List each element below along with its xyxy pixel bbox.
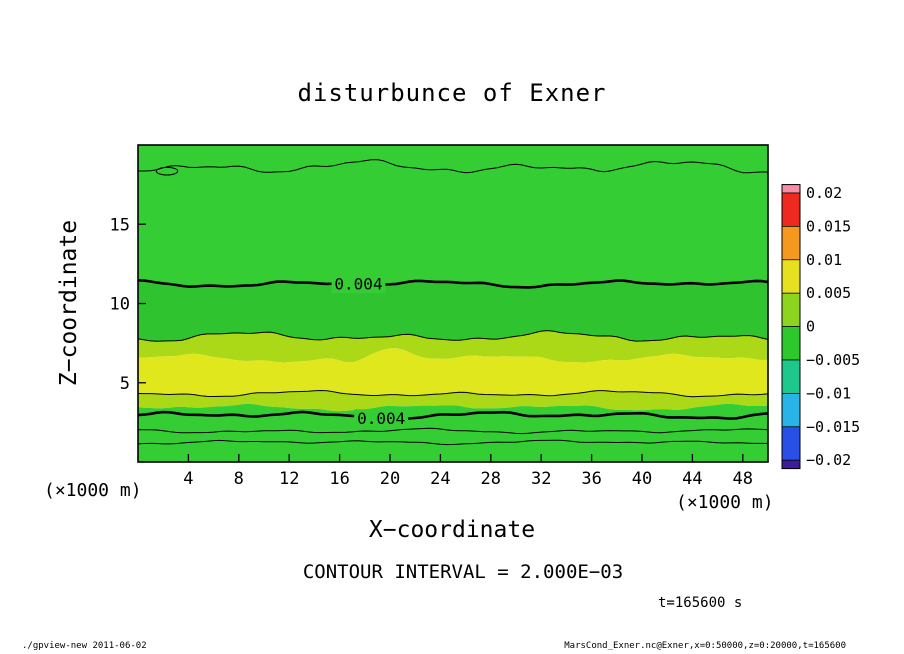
colorbar-cell: [781, 292, 801, 327]
colorbar-label: 0: [806, 318, 815, 336]
x-tick-label: 8: [234, 469, 244, 489]
colorbar-cell: [781, 426, 801, 461]
contour-label: 0.004: [357, 409, 405, 428]
x-tick-label: 48: [733, 469, 753, 489]
x-tick-label: 4: [183, 469, 193, 489]
x-tick-label: 44: [682, 469, 702, 489]
footer-right: MarsCond_Exner.nc@Exner,x=0:50000,z=0:20…: [564, 641, 846, 651]
closed-contour: [155, 166, 179, 176]
contour-label-bg: [331, 275, 386, 294]
contour-label: 0.004: [334, 275, 382, 294]
colorbar-label: 0.015: [806, 217, 851, 235]
colorbar-cell: [781, 192, 801, 227]
contour-band: [138, 280, 768, 342]
x-tick-label: 12: [279, 469, 299, 489]
x-tick-label: 36: [581, 469, 601, 489]
x-unit-left-label: (×1000 m): [44, 480, 142, 501]
colorbar: 0.02 0.015 0.01 0.005 0 −0.005 −0.01 −0.015 −0.0…: [781, 184, 860, 470]
contour-band: [138, 330, 768, 363]
page-title: disturbunce of Exner: [298, 79, 607, 107]
contour-line: [137, 410, 769, 421]
contour-lines: [137, 159, 769, 446]
y-axis-label: Z−coordinate: [56, 220, 82, 386]
contour-fill-bands: [138, 145, 768, 462]
contour-line-labels: 0.004 0.004: [331, 275, 409, 428]
contour-line: [138, 159, 768, 174]
contour-band: [138, 403, 768, 462]
colorbar-cell: [781, 226, 801, 261]
x-axis-label: X−coordinate: [369, 517, 535, 543]
contour-line: [137, 279, 769, 289]
colorbar-cell: [781, 259, 801, 294]
x-tick-label: 24: [430, 469, 450, 489]
contour-interval-label: CONTOUR INTERVAL = 2.000E−03: [303, 561, 623, 583]
colorbar-label: −0.02: [806, 451, 851, 469]
contour-label-bg: [354, 409, 409, 428]
colorbar-label: −0.01: [806, 384, 851, 402]
contour-line: [138, 427, 769, 435]
colorbar-label: −0.015: [806, 418, 860, 436]
colorbar-label: 0.005: [806, 284, 851, 302]
colorbar-label: −0.005: [806, 351, 860, 369]
contour-line: [137, 439, 769, 446]
x-tick-label: 20: [380, 469, 400, 489]
x-tick-label: 16: [329, 469, 349, 489]
colorbar-cell: [781, 393, 801, 428]
colorbar-cell: [781, 326, 801, 361]
contour-band: [138, 348, 768, 397]
contour-line: [137, 389, 769, 398]
contour-band: [138, 390, 768, 412]
y-tick-label: 10: [110, 295, 130, 315]
x-tick-label: 40: [632, 469, 652, 489]
colorbar-cap-top: [781, 184, 801, 194]
colorbar-border: [781, 184, 801, 470]
contour-band: [138, 145, 768, 288]
colorbar-cell: [781, 359, 801, 394]
colorbar-cap-bottom: [781, 459, 801, 469]
colorbar-label: 0.01: [806, 251, 842, 269]
y-tick-label: 5: [120, 374, 130, 394]
contour-line: [137, 330, 769, 342]
colorbar-label: 0.02: [806, 184, 842, 202]
y-tick-label: 15: [110, 215, 130, 235]
x-tick-label: 28: [481, 469, 501, 489]
footer-left: ./gpview-new 2011-06-02: [22, 641, 147, 651]
x-unit-right-label: (×1000 m): [676, 492, 774, 513]
axis-ticks: [138, 223, 744, 462]
x-tick-label: 32: [531, 469, 551, 489]
time-label: t=165600 s: [658, 595, 742, 611]
